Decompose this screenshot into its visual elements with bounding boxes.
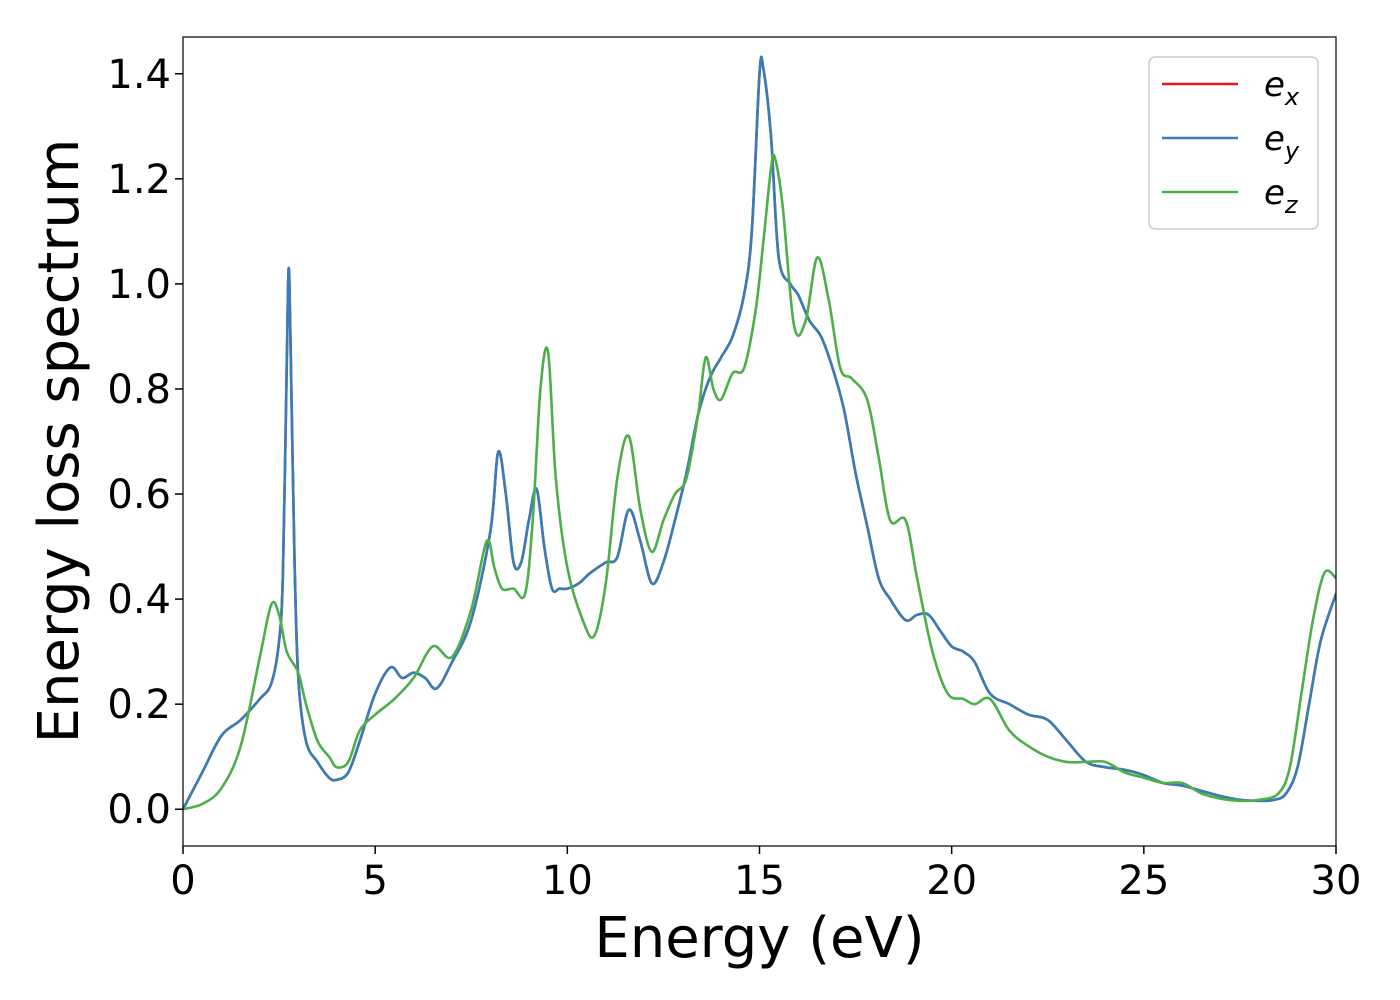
- legend-label-y: ey: [1264, 119, 1300, 165]
- y-tick-label: 1.4: [107, 52, 171, 98]
- y-tick-label: 0.0: [107, 787, 171, 833]
- y-tick-label: 1.0: [107, 262, 171, 308]
- x-axis-label: Energy (eV): [594, 906, 924, 971]
- legend-label-subscript: z: [1284, 191, 1299, 219]
- y-axis: 0.0 0.2 0.4 0.6 0.8 1.0 1.2 1.4: [107, 52, 183, 833]
- y-tick-label: 1.2: [107, 157, 171, 203]
- y-tick-label: 0.2: [107, 682, 171, 728]
- x-tick-label: 25: [1118, 858, 1169, 904]
- legend-label-base: e: [1264, 119, 1285, 159]
- y-tick-label: 0.4: [107, 577, 171, 623]
- x-axis: 0 5 10 15 20 25 30: [170, 846, 1361, 904]
- series-line-z: [183, 153, 1336, 811]
- x-tick-label: 20: [926, 858, 977, 904]
- legend-label-subscript: y: [1284, 137, 1300, 165]
- series-layer: [183, 55, 1336, 811]
- y-tick-label: 0.6: [107, 472, 171, 518]
- x-tick-label: 0: [170, 858, 195, 904]
- legend-label-subscript: x: [1284, 83, 1300, 111]
- legend-frame: [1148, 56, 1319, 230]
- plot-background: [183, 37, 1336, 846]
- legend-label-x: ex: [1264, 65, 1300, 111]
- legend-label-base: e: [1264, 65, 1285, 105]
- x-tick-label: 10: [542, 858, 593, 904]
- x-tick-label: 15: [734, 858, 785, 904]
- x-tick-label: 5: [362, 858, 387, 904]
- y-axis-label: Energy loss spectrum: [27, 139, 92, 744]
- legend-label-base: e: [1264, 173, 1285, 213]
- x-tick-label: 30: [1311, 858, 1362, 904]
- y-tick-label: 0.8: [107, 367, 171, 413]
- legend-label-z: ez: [1264, 173, 1299, 219]
